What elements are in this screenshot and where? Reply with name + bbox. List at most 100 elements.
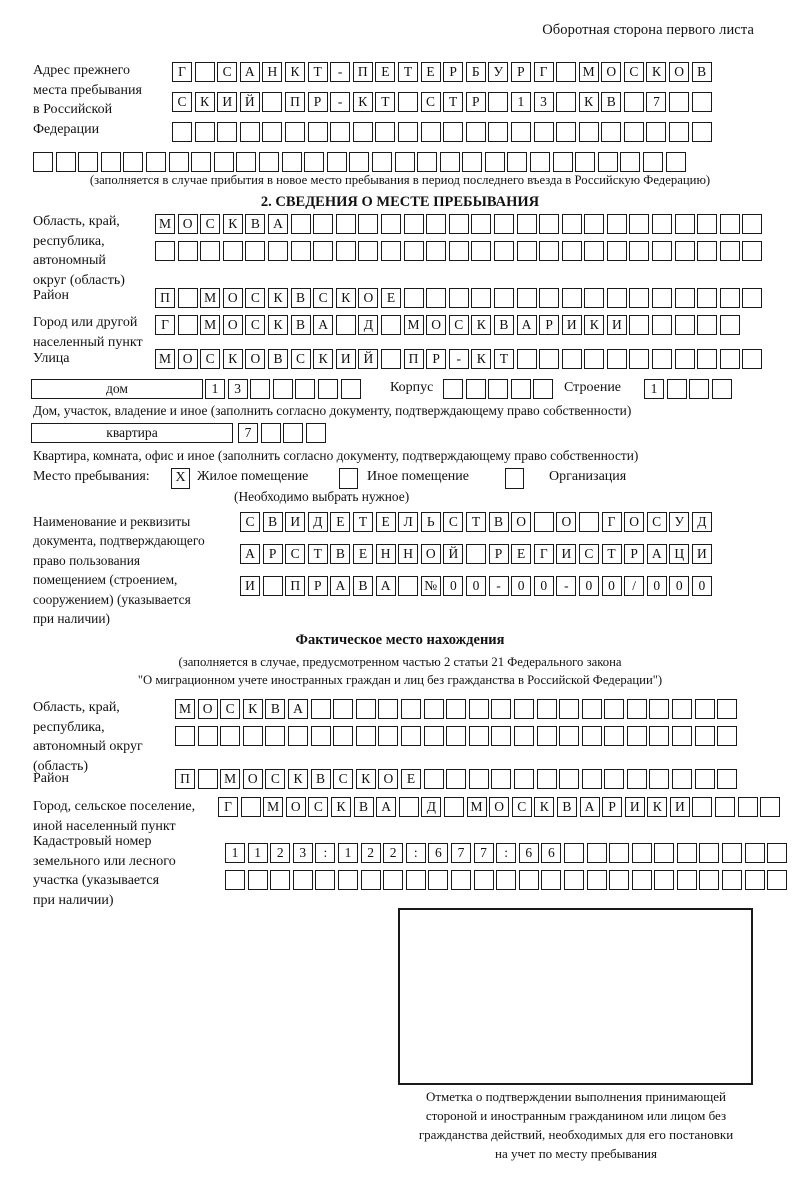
cadastral-r1-cell-2[interactable]: 1 (247, 843, 268, 863)
prev-address-r2-cell-4[interactable]: Й (239, 92, 260, 112)
cadastral-r1-cell-18[interactable] (609, 843, 630, 863)
actual-district-cell-21[interactable] (626, 769, 647, 789)
prev-address-r4-cell-2[interactable] (55, 152, 76, 172)
section2-district-cell-8[interactable]: С (313, 288, 334, 308)
cadastral-r1-cell-4[interactable]: 3 (292, 843, 313, 863)
section2-street-cell-3[interactable]: С (200, 349, 221, 369)
cadastral-r2-cell-4[interactable] (292, 870, 313, 890)
actual-region-r2-cell-25[interactable] (717, 726, 738, 746)
flat-number-cells[interactable]: 7 (238, 423, 326, 443)
section2-region-r2-cell-13[interactable] (426, 241, 447, 261)
prev-address-r4-cell-22[interactable] (507, 152, 528, 172)
prev-address-r2-cell-6[interactable]: П (284, 92, 305, 112)
document-r3-cell-3[interactable]: П (285, 576, 306, 596)
document-r3-cell-19[interactable]: 0 (646, 576, 667, 596)
section2-city-cell-3[interactable]: М (200, 315, 221, 335)
section2-street-cell-10[interactable]: Й (358, 349, 379, 369)
actual-city-cell-15[interactable]: К (534, 797, 555, 817)
cadastral-r1-cell-9[interactable]: : (405, 843, 426, 863)
document-r2-cell-1[interactable]: А (240, 544, 260, 564)
section2-region-r1-cell-24[interactable] (674, 214, 695, 234)
section2-city-cell-17[interactable]: А (516, 315, 537, 335)
house-cell-5[interactable] (295, 379, 316, 399)
document-r1-cell-17[interactable]: Г (601, 512, 622, 532)
section2-street-cell-2[interactable]: О (177, 349, 198, 369)
prev-address-r4-cell-17[interactable] (394, 152, 415, 172)
prev-address-r1-cell-7[interactable]: Т (307, 62, 328, 82)
section2-region-r1-cell-3[interactable]: С (200, 214, 221, 234)
house-cell-4[interactable] (272, 379, 293, 399)
actual-region-r2-cell-12[interactable] (423, 726, 444, 746)
cadastral-r1-cell-10[interactable]: 6 (428, 843, 449, 863)
actual-region-r1-cell-10[interactable] (378, 699, 399, 719)
section2-city-cell-14[interactable]: С (448, 315, 469, 335)
document-r2-cell-13[interactable]: Е (511, 544, 532, 564)
actual-region-r2-cell-1[interactable] (175, 726, 195, 746)
document-r1-cell-4[interactable]: Д (307, 512, 328, 532)
actual-city-cell-22[interactable] (692, 797, 713, 817)
section2-region-r2-cell-20[interactable] (584, 241, 605, 261)
section2-region-r1-cell-10[interactable] (358, 214, 379, 234)
prev-address-r4-cell-9[interactable] (213, 152, 234, 172)
prev-address-r4-cell-12[interactable] (281, 152, 302, 172)
korpus-cell-2[interactable] (465, 379, 486, 399)
document-r3-cell-18[interactable]: / (624, 576, 645, 596)
document-r3-cell-1[interactable]: И (240, 576, 260, 596)
prev-address-r1-cell-14[interactable]: Б (465, 62, 486, 82)
section2-region-r2-cell-17[interactable] (516, 241, 537, 261)
section2-district-cell-22[interactable] (629, 288, 650, 308)
document-r3-cell-4[interactable]: Р (307, 576, 328, 596)
actual-district-cell-15[interactable] (491, 769, 512, 789)
cadastral-r1-cell-17[interactable] (586, 843, 607, 863)
cadastral-r2-cell-15[interactable] (541, 870, 562, 890)
actual-region-r1-cell-18[interactable] (559, 699, 580, 719)
section2-region-r1-cell-18[interactable] (539, 214, 560, 234)
actual-region-r1-cell-8[interactable] (333, 699, 354, 719)
actual-city-cell-23[interactable] (715, 797, 736, 817)
actual-region-r1-cell-4[interactable]: К (242, 699, 263, 719)
actual-district-cell-25[interactable] (717, 769, 738, 789)
actual-region-r2-cell-14[interactable] (468, 726, 489, 746)
prev-address-r3-cell-11[interactable] (397, 122, 418, 142)
actual-district-cell-1[interactable]: П (175, 769, 195, 789)
document-r3-cell-10[interactable]: 0 (443, 576, 464, 596)
stroenie-cells[interactable]: 1 (644, 379, 732, 399)
prev-address-r1-cell-1[interactable]: Г (172, 62, 192, 82)
cadastral-r1-cell-14[interactable]: 6 (518, 843, 539, 863)
korpus-cell-4[interactable] (510, 379, 531, 399)
document-r2-cell-20[interactable]: Ц (669, 544, 690, 564)
section2-street-cell-18[interactable] (539, 349, 560, 369)
actual-city-cell-2[interactable] (240, 797, 261, 817)
document-r2-cell-21[interactable]: И (691, 544, 712, 564)
house-cell-2[interactable]: 3 (227, 379, 248, 399)
actual-region-r2-cell-17[interactable] (536, 726, 557, 746)
cadastral-r2-cell-24[interactable] (744, 870, 765, 890)
document-r3-cell-2[interactable] (262, 576, 283, 596)
prev-address-r1-cell-22[interactable]: К (646, 62, 667, 82)
prev-address-r1-cell-5[interactable]: Н (262, 62, 283, 82)
section2-region-r1-cell-4[interactable]: К (222, 214, 243, 234)
cadastral-r2-cell-18[interactable] (609, 870, 630, 890)
prev-address-r3-cell-12[interactable] (420, 122, 441, 142)
actual-district-cell-17[interactable] (536, 769, 557, 789)
section2-street-cell-24[interactable] (674, 349, 695, 369)
checkbox-organization[interactable] (505, 468, 524, 489)
actual-city-cell-11[interactable] (443, 797, 464, 817)
prev-address-r3-cell-18[interactable] (556, 122, 577, 142)
prev-address-r2-cell-8[interactable]: - (330, 92, 351, 112)
prev-address-r2-cell-12[interactable]: С (420, 92, 441, 112)
actual-district-cell-11[interactable]: Е (400, 769, 421, 789)
section2-region-r1-cell-22[interactable] (629, 214, 650, 234)
house-cell-6[interactable] (317, 379, 338, 399)
document-r1-cell-18[interactable]: О (624, 512, 645, 532)
section2-district-cell-20[interactable] (584, 288, 605, 308)
section2-city-cell-11[interactable] (380, 315, 401, 335)
section2-region-r1-cell-12[interactable] (403, 214, 424, 234)
section2-city-cell-16[interactable]: В (493, 315, 514, 335)
prev-address-r1-cell-16[interactable]: Р (510, 62, 531, 82)
actual-district-cell-16[interactable] (513, 769, 534, 789)
actual-city-cell-21[interactable]: И (669, 797, 690, 817)
prev-address-r1-cell-24[interactable]: В (691, 62, 712, 82)
